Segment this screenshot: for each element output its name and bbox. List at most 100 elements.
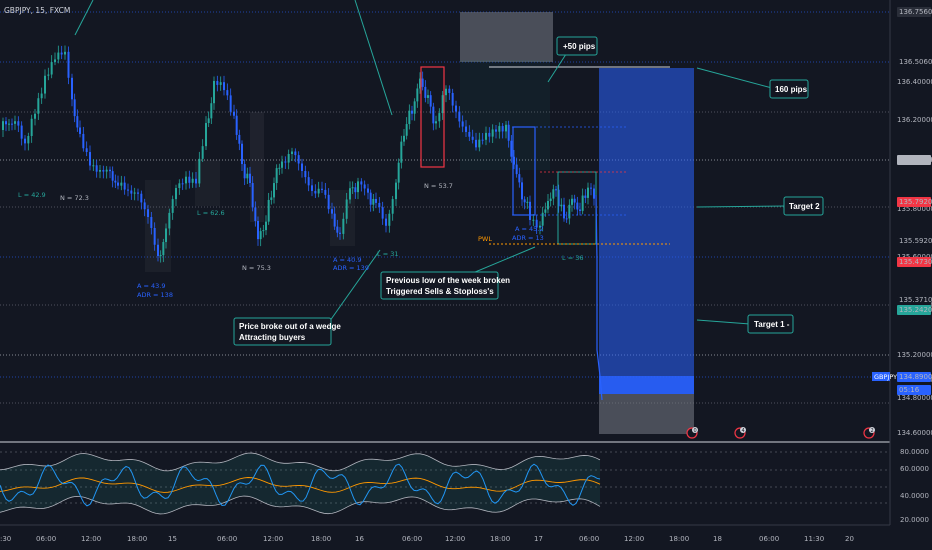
candle-body [79,127,81,134]
callout-target1[interactable]: Target 1 - [747,314,794,334]
callout-plus50[interactable]: +50 pips [556,36,598,56]
candle-body [441,95,444,114]
candle-body [549,198,552,201]
callout-160pips[interactable]: 160 pips [769,79,809,99]
event-icons[interactable]: 0 4 2 [686,427,875,439]
time-tick: 18:00 [669,535,689,543]
callout-wedge-line2: Attracting buyers [239,333,306,342]
candle-body [405,124,408,136]
candle-body [321,188,323,190]
stat-label: N = 53.7 [424,182,453,190]
candle-body [445,88,447,96]
callout-previous-low[interactable]: Previous low of the week broken Triggere… [380,271,510,300]
svg-text:4: 4 [742,428,745,434]
candle-body [429,95,432,107]
svg-text:135.47300: 135.47300 [899,258,932,266]
price-tag: 136.50600 [897,57,932,67]
candle-body [294,151,297,156]
candle-body [216,80,219,85]
candle-body [336,226,339,233]
candle-body [535,219,538,228]
candle-body [195,178,197,184]
event-icon[interactable]: 4 [734,427,746,439]
time-tick: 18:00 [490,535,510,543]
candle-body [304,170,307,178]
candlestick-series[interactable] [2,45,595,263]
indicator-tick: 60.0000 [900,465,929,473]
event-icon[interactable]: 2 [863,427,875,439]
candle-body [301,163,303,171]
candle-body [44,75,46,94]
candle-body [262,230,265,232]
candle-body [287,153,290,163]
target-box[interactable] [599,68,694,394]
callout-plus50-text: +50 pips [563,42,596,51]
stat-label: N = 75.3 [242,264,271,272]
event-icon[interactable]: 0 [686,427,698,439]
candle-body [523,199,526,203]
indicator-line [0,463,601,507]
candle-body [351,187,354,189]
price-tick: 136.40000 [897,78,932,86]
time-tick: 06:00 [759,535,779,543]
callout-pointers [74,0,788,326]
price-pane[interactable] [0,0,890,441]
callout-previous-low-line2: Triggered Sells & Stoploss's [386,287,494,296]
candle-body [284,161,287,163]
red-highlight-box[interactable] [420,66,445,168]
time-tick: :30 [0,535,11,543]
candle-body [120,182,123,186]
candle-body [54,59,56,63]
candle-body [367,188,369,193]
time-tick: 17 [534,535,543,543]
candle-body [327,194,330,210]
candle-body [408,110,411,125]
candle-body [587,187,589,198]
candle-body [455,105,457,112]
candle-body [273,183,275,198]
candle-body [47,74,50,76]
candle-body [573,198,576,203]
candle-body [64,51,66,55]
time-tick: 06:00 [579,535,599,543]
candle-body [278,167,281,169]
candle-body [581,195,584,211]
price-axis[interactable] [890,0,932,550]
candle-body [413,101,416,114]
candle-body [99,170,101,172]
price-tick: 135.20000 [897,351,932,359]
candle-body [241,143,243,165]
symbol-title[interactable]: GBPJPY, 15, FXCM [4,6,70,15]
candle-body [307,177,310,186]
candle-body [67,51,70,78]
candle-body [123,182,126,190]
candle-body [481,139,484,141]
candle-body [226,90,229,96]
candle-body [185,176,187,184]
candle-body [419,78,421,89]
candle-body [165,228,167,243]
candle-body [416,88,419,102]
candle-body [37,98,40,114]
candle-body [579,209,581,211]
callout-wedge[interactable]: Price broke out of a wedge Attracting bu… [233,317,341,346]
candle-body [133,192,136,194]
candle-body [435,121,437,124]
candle-body [510,140,513,157]
candle-body [381,207,384,219]
indicator-pane[interactable] [0,451,890,515]
time-axis[interactable]: :30 06:00 12:00 18:00 15 06:00 12:00 18:00 16 06:… [0,535,854,543]
callout-target2[interactable]: Target 2 [783,196,824,216]
candle-body [102,170,105,172]
callout-target1-text: Target 1 - [754,320,790,329]
stat-label: L = 36 [562,254,583,262]
candle-body [557,189,560,207]
candle-body [89,152,91,166]
candle-body [593,188,595,199]
candle-body [188,176,191,183]
callout-wedge-line1: Price broke out of a wedge [239,322,341,331]
svg-text:135.59200: 135.59200 [899,237,932,245]
candle-body [354,187,357,193]
time-tick: 06:00 [217,535,237,543]
